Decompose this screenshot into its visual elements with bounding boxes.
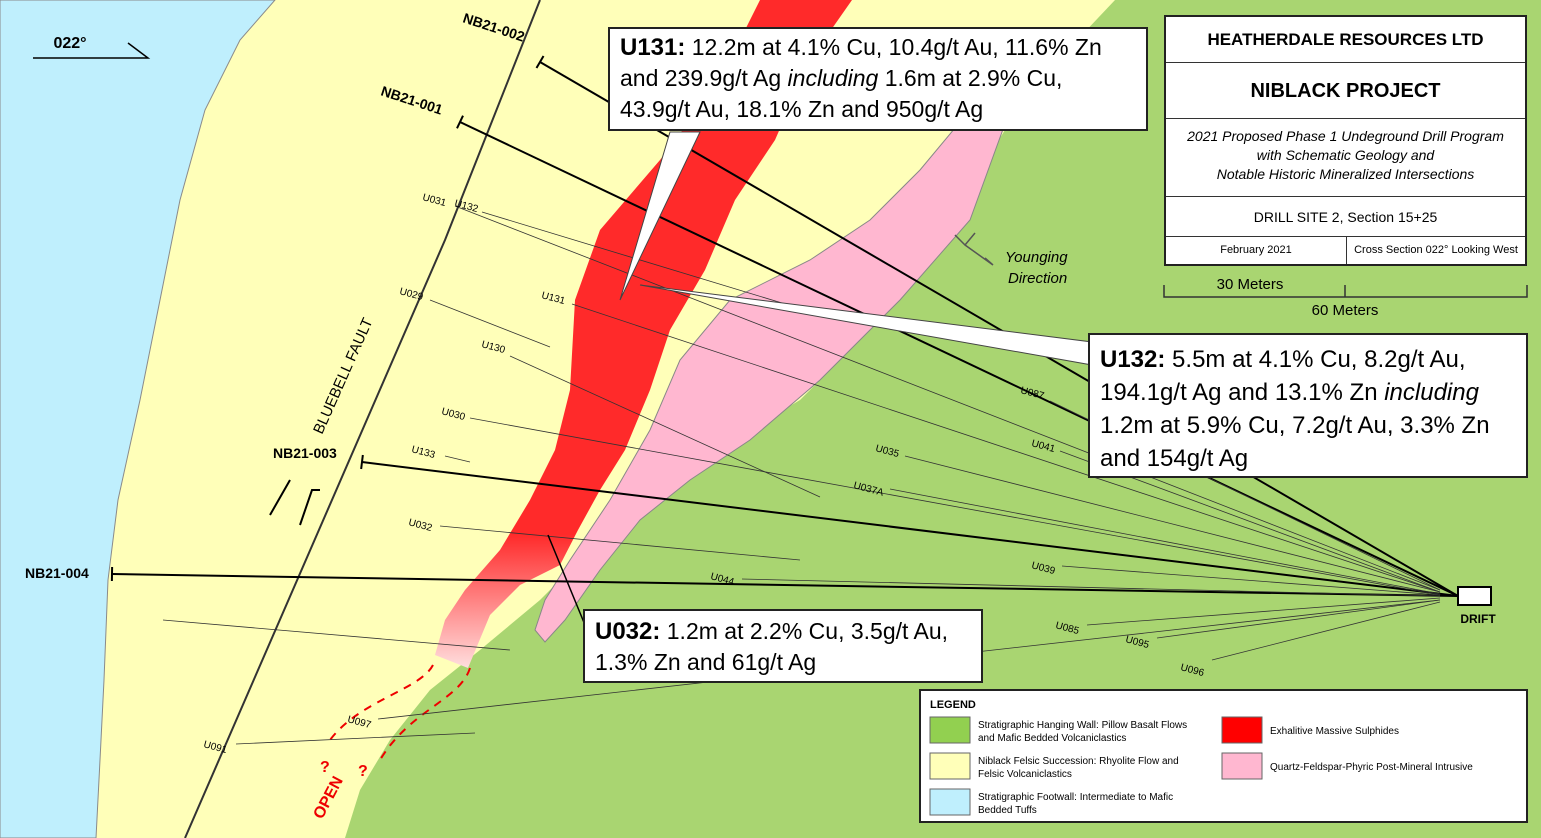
massive-sulphides [435, 0, 852, 668]
historic-hole [439, 525, 801, 561]
callout-text: 5.5m at 4.1% Cu, 8.2g/t Au, 194.1g/t Ag … [1100, 346, 1466, 406]
legend-text: Exhalitive Massive Sulphides [1270, 726, 1399, 737]
historic-hole [509, 355, 821, 498]
historic-hole [1211, 601, 1441, 661]
title-block: HEATHERDALE RESOURCES LTD NIBLACK PROJEC… [1164, 15, 1527, 266]
proposed-hole [539, 61, 1459, 597]
collar-tick [360, 454, 364, 470]
section: DRILL SITE 2, Section 15+25 [1166, 197, 1525, 237]
historic-hole [429, 299, 551, 348]
legend-swatch [929, 788, 971, 816]
fault-arrows [269, 479, 320, 526]
historic-hole [889, 488, 1441, 595]
description-line: with Schematic Geology and [1256, 147, 1435, 163]
north-arrow: 022° [53, 35, 86, 52]
callout-label: U131: [620, 34, 686, 61]
u032-pointer [547, 534, 586, 626]
younging-arrow [954, 232, 994, 266]
question-mark: ? [358, 763, 368, 780]
open-extension [329, 664, 471, 761]
legend-text: Stratigraphic Hanging Wall: Pillow Basal… [978, 720, 1187, 731]
historic-hole [162, 619, 511, 651]
north-arrow-symbol [33, 42, 151, 59]
callout-label: U132: [1100, 346, 1166, 373]
question-mark: ? [320, 759, 330, 776]
callout-text: including [787, 65, 879, 91]
felsic-succession [0, 0, 1115, 838]
proposed-hole-label: NB21-004 [25, 565, 89, 581]
callout-text: 1.2m at 5.9% Cu, 7.2g/t Au, 3.3% Zn and … [1100, 412, 1490, 472]
scale-label: 30 Meters [1217, 276, 1284, 293]
proposed-hole-label: NB21-003 [273, 445, 337, 461]
callout-text: 1.2m at 2.2% Cu, 3.5g/t Au, 1.3% Zn and … [595, 618, 949, 675]
company: HEATHERDALE RESOURCES LTD [1166, 17, 1525, 63]
project: NIBLACK PROJECT [1166, 63, 1525, 119]
description-line: 2021 Proposed Phase 1 Undeground Drill P… [1187, 128, 1504, 144]
historic-hole [1156, 599, 1441, 639]
callout-u132: U132: 5.5m at 4.1% Cu, 8.2g/t Au, 194.1g… [1088, 333, 1528, 478]
collar-tick [535, 55, 545, 69]
description: 2021 Proposed Phase 1 Undeground Drill P… [1166, 119, 1525, 197]
legend-swatch [929, 752, 971, 780]
legend-title: LEGEND [930, 699, 976, 711]
u131-pointer [619, 131, 701, 301]
legend-swatch [929, 716, 971, 744]
historic-hole [571, 303, 1441, 593]
legend-text: Stratigraphic Footwall: Intermediate to … [978, 792, 1173, 803]
younging-label: Younging [1005, 249, 1068, 266]
historic-hole [235, 732, 476, 745]
bluebell-fault [184, 0, 541, 838]
legend-swatch [1221, 716, 1263, 744]
scale-label: 60 Meters [1312, 302, 1379, 319]
drift-label: DRIFT [1460, 612, 1496, 626]
callout-text: including [1384, 379, 1479, 406]
collar-tick [456, 115, 464, 129]
legend-text: Quartz-Feldspar-Phyric Post-Mineral Intr… [1270, 762, 1473, 773]
historic-hole [481, 211, 806, 311]
proposed-hole [361, 461, 1459, 597]
historic-hole [741, 578, 1441, 597]
date: February 2021 [1166, 237, 1347, 264]
proposed-hole [111, 573, 1459, 597]
callout-label: U032: [595, 618, 661, 645]
historic-hole [1061, 565, 1441, 596]
historic-hole [1086, 597, 1441, 626]
callout-u032: U032: 1.2m at 2.2% Cu, 3.5g/t Au, 1.3% Z… [583, 609, 983, 683]
description-line: Notable Historic Mineralized Intersectio… [1216, 166, 1475, 182]
legend-text: Bedded Tuffs [978, 805, 1037, 816]
footwall [0, 0, 276, 838]
proposed-hole [459, 121, 1459, 597]
historic-hole [904, 455, 1441, 593]
historic-hole [444, 455, 471, 463]
historic-hole [454, 205, 1441, 591]
intrusive [534, 94, 1011, 643]
callout-text: 12.2m at 4.1% Cu, 10.4g/t Au, 11.6% Zn a… [620, 34, 1102, 91]
scale-bar [1163, 285, 1528, 298]
legend-text: Felsic Volcaniclastics [978, 769, 1072, 780]
footer: February 2021 Cross Section 022° Looking… [1166, 237, 1525, 264]
drift-box [1457, 586, 1492, 606]
callout-text: 1.6m at 2.9% Cu, 43.9g/t Au, 18.1% Zn an… [620, 65, 1063, 122]
legend-text: and Mafic Bedded Volcaniclastics [978, 733, 1126, 744]
historic-hole [469, 417, 1441, 596]
view: Cross Section 022° Looking West [1354, 244, 1518, 256]
legend-text: Niblack Felsic Succession: Rhyolite Flow… [978, 756, 1179, 767]
younging-label: Direction [1008, 270, 1067, 287]
legend-swatch [1221, 752, 1263, 780]
callout-u131: U131: 12.2m at 4.1% Cu, 10.4g/t Au, 11.6… [608, 27, 1148, 131]
